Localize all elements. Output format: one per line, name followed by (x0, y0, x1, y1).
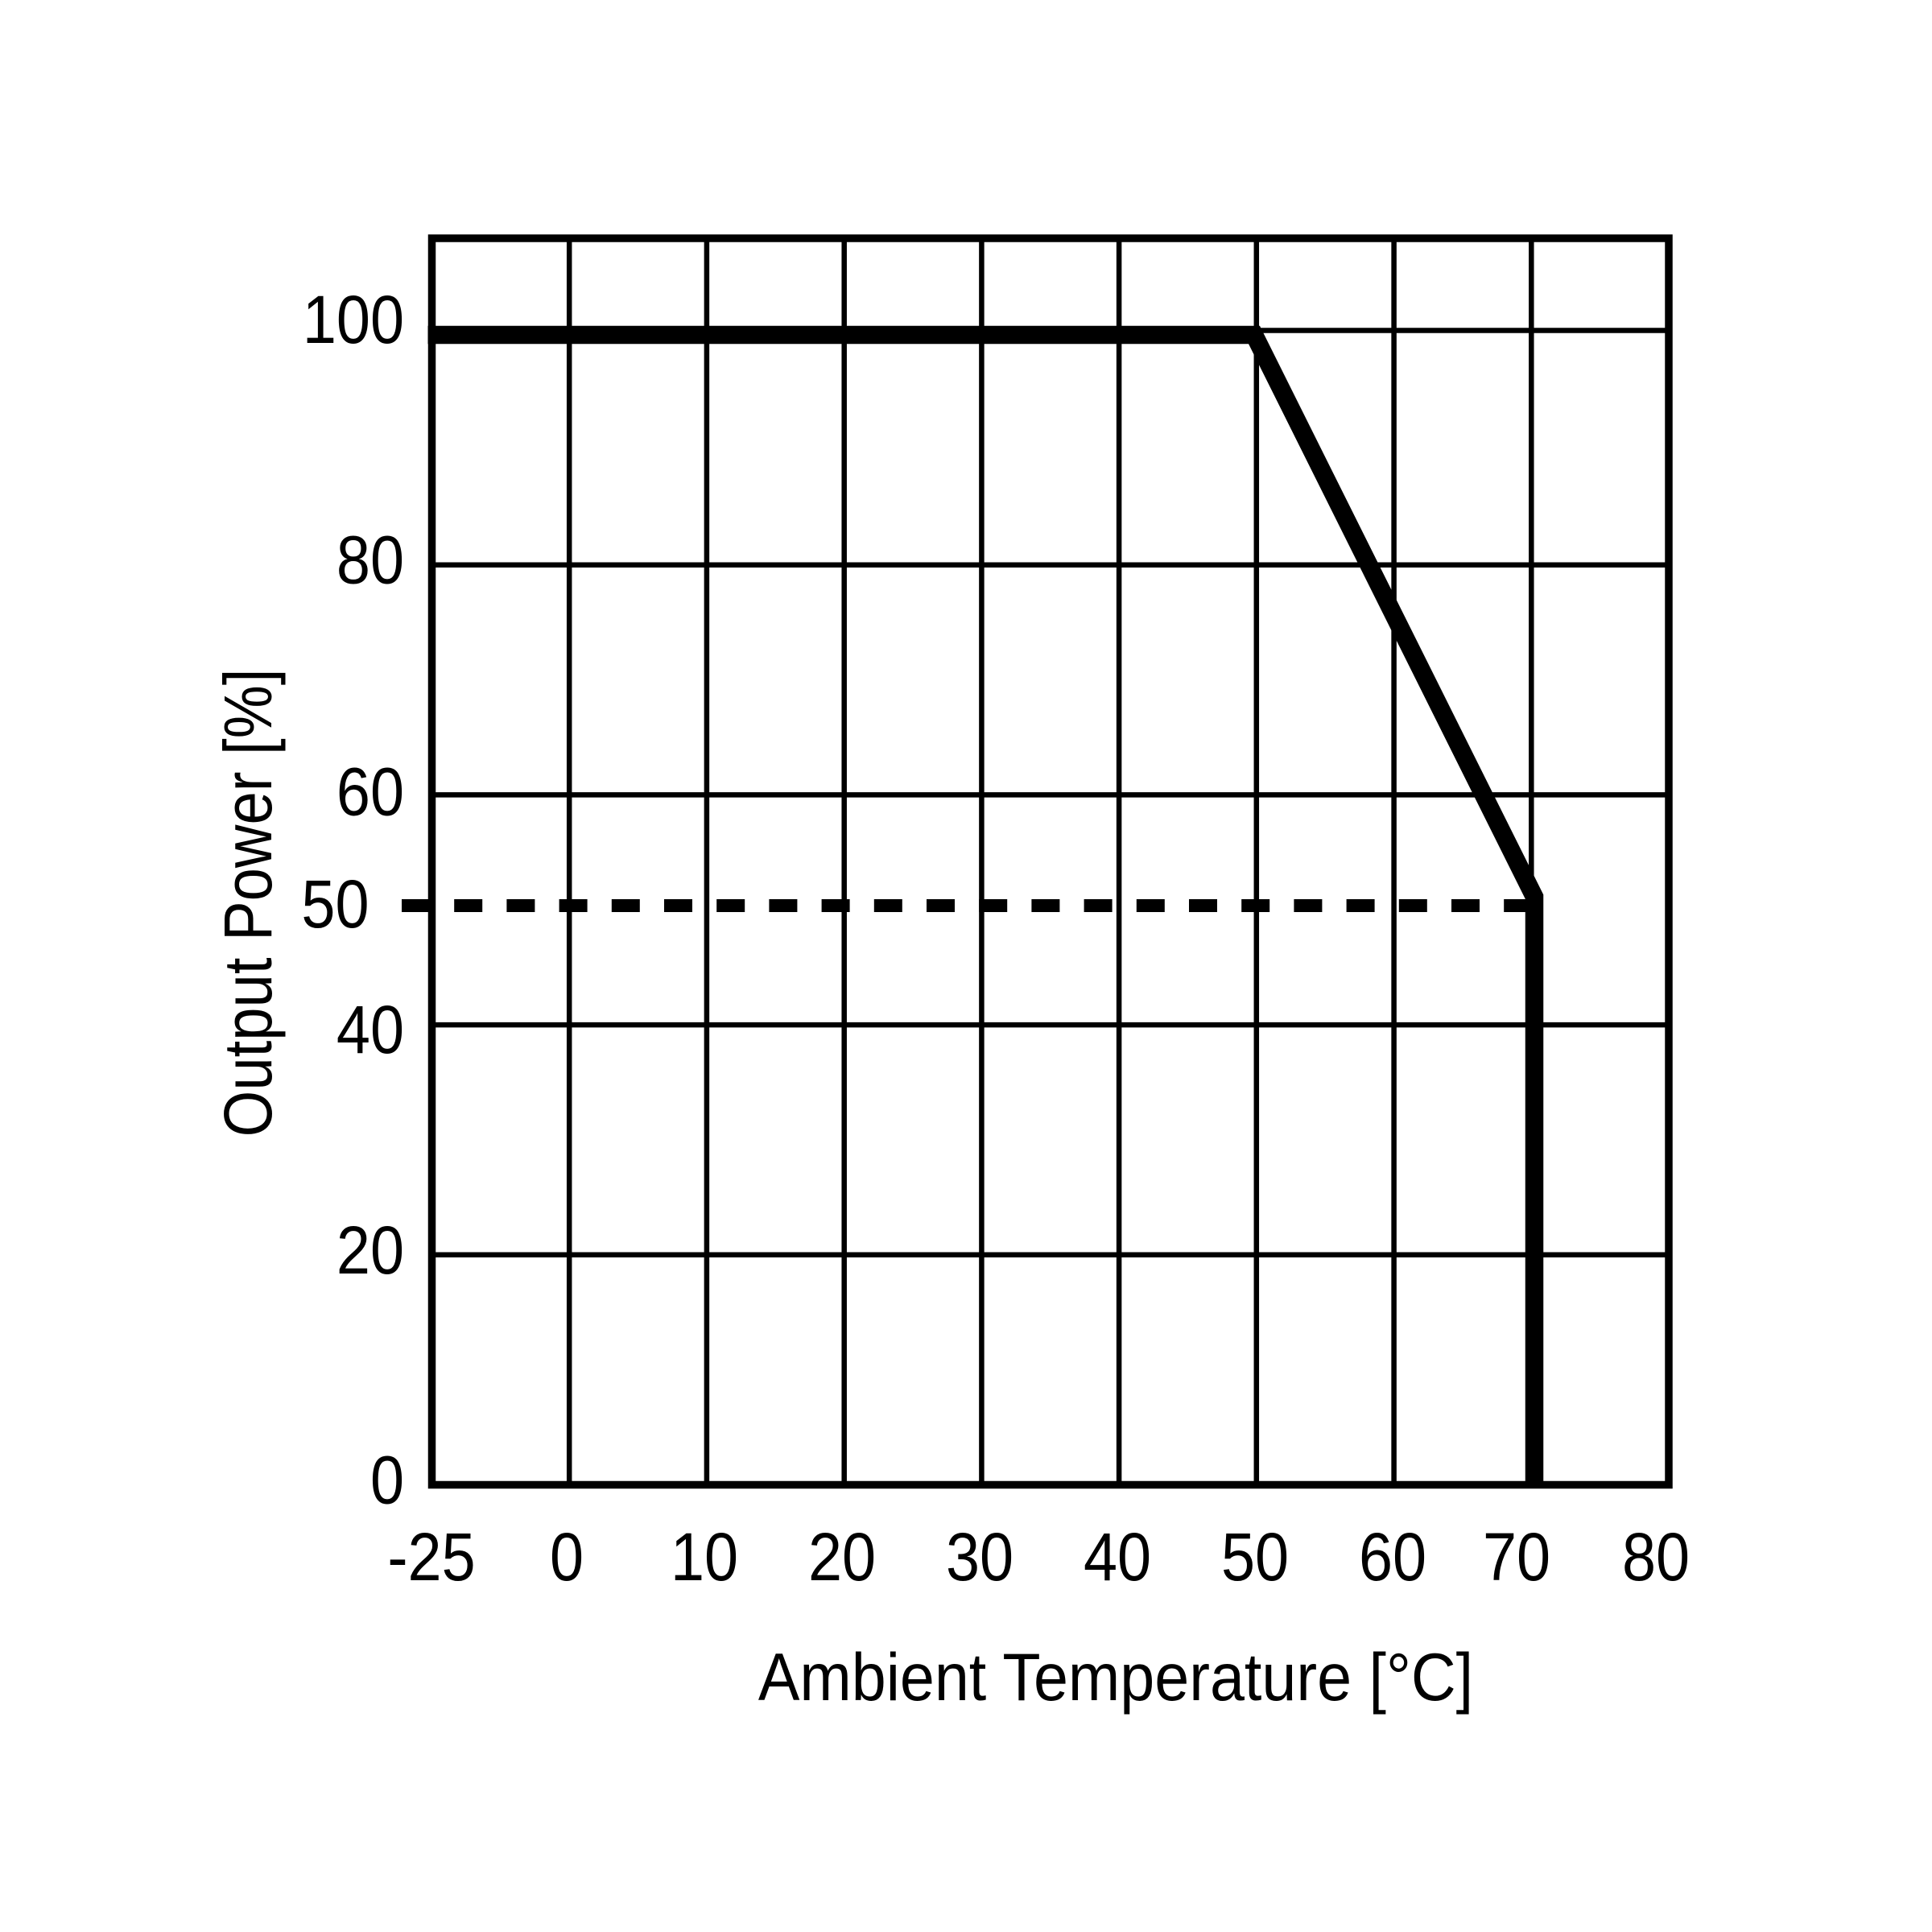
svg-text:Ambient Temperature [°C]: Ambient Temperature [°C] (758, 1640, 1473, 1715)
svg-text:50: 50 (1221, 1519, 1289, 1595)
svg-text:80: 80 (1622, 1519, 1690, 1595)
svg-text:50: 50 (301, 866, 369, 942)
svg-text:30: 30 (946, 1519, 1013, 1595)
svg-text:Output Power [%]: Output Power [%] (210, 669, 286, 1137)
svg-text:-25: -25 (387, 1519, 475, 1595)
svg-text:40: 40 (336, 992, 404, 1067)
svg-text:0: 0 (370, 1443, 404, 1518)
svg-text:60: 60 (336, 754, 404, 830)
svg-text:10: 10 (671, 1519, 738, 1595)
svg-text:80: 80 (336, 522, 404, 598)
svg-text:0: 0 (550, 1519, 584, 1595)
svg-text:70: 70 (1483, 1519, 1550, 1595)
svg-text:60: 60 (1359, 1519, 1426, 1595)
svg-text:40: 40 (1084, 1519, 1151, 1595)
svg-text:100: 100 (303, 282, 404, 357)
svg-text:20: 20 (336, 1212, 404, 1288)
svg-text:20: 20 (808, 1519, 876, 1595)
